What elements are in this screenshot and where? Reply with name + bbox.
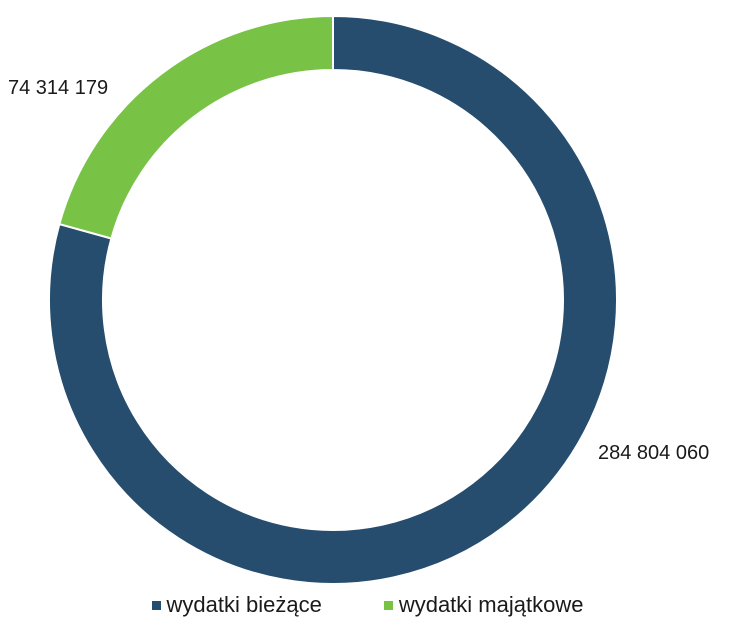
data-label-wydatki-biezace: 284 804 060 — [598, 442, 709, 464]
data-label-wydatki-majatkowe: 74 314 179 — [8, 77, 108, 99]
legend-swatch-wydatki-biezace — [151, 600, 161, 610]
legend-item-wydatki-biezace: wydatki bieżące — [151, 592, 322, 618]
slice-wydatki-biezace — [48, 14, 618, 585]
slice-wydatki-majatkowe — [58, 14, 334, 240]
legend-label-wydatki-biezace: wydatki bieżące — [166, 592, 322, 617]
legend: wydatki bieżące wydatki majątkowe — [0, 592, 735, 618]
legend-item-wydatki-majatkowe: wydatki majątkowe — [383, 592, 584, 618]
legend-swatch-wydatki-majatkowe — [383, 600, 393, 610]
legend-label-wydatki-majatkowe: wydatki majątkowe — [398, 592, 584, 617]
